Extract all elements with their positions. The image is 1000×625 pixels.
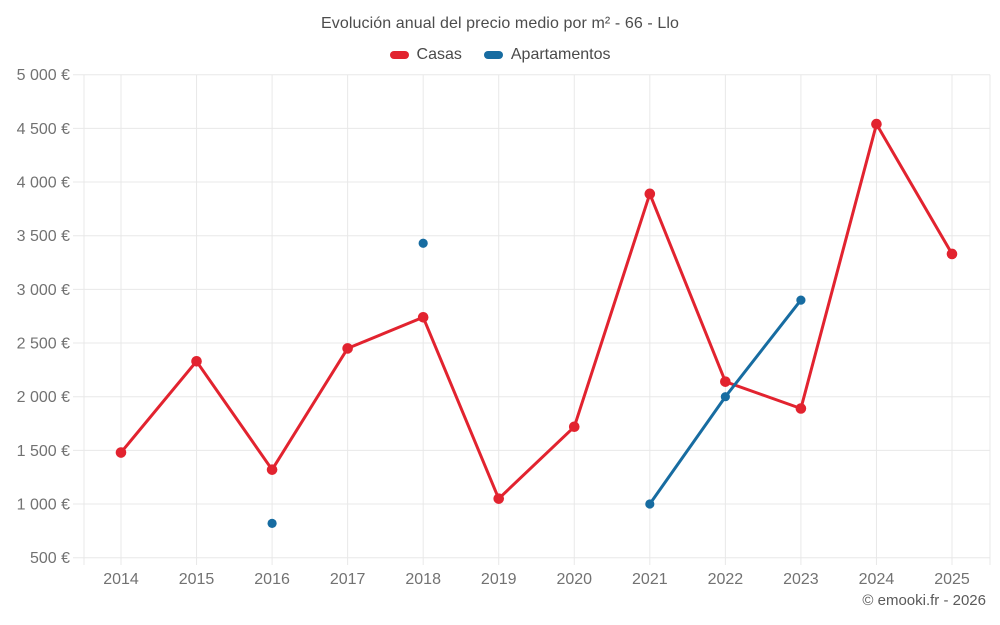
data-point-apartamentos-2016[interactable] [267, 518, 277, 528]
y-tick-label-4000: 4 000 € [17, 175, 70, 192]
legend-label-casas: Casas [416, 46, 462, 63]
y-tick-label-3500: 3 500 € [17, 228, 70, 245]
legend-item-casas[interactable]: Casas [389, 46, 462, 64]
data-point-casas-2015[interactable] [191, 355, 202, 367]
x-tick-label-2018: 2018 [405, 571, 441, 588]
data-point-apartamentos-2023[interactable] [796, 295, 806, 305]
data-point-casas-2014[interactable] [115, 447, 127, 458]
legend-label-apartamentos: Apartamentos [510, 46, 611, 63]
legend-item-apartamentos[interactable]: Apartamentos [483, 46, 611, 64]
y-tick-label-1500: 1 500 € [17, 443, 70, 460]
chart-title: Evolución anual del precio medio por m² … [320, 15, 680, 32]
y-tick-label-5000: 5 000 € [17, 67, 70, 84]
x-tick-label-2023: 2023 [783, 571, 819, 588]
data-point-casas-2019[interactable] [493, 493, 505, 504]
x-tick-label-2021: 2021 [632, 571, 668, 588]
data-point-casas-2021[interactable] [644, 188, 656, 200]
x-tick-label-2017: 2017 [330, 571, 366, 588]
x-tick-label-2014: 2014 [103, 571, 139, 588]
y-tick-label-2000: 2 000 € [17, 389, 70, 406]
y-tick-label-1000: 1 000 € [17, 497, 70, 514]
data-point-casas-2025[interactable] [946, 248, 958, 260]
x-tick-label-2016: 2016 [254, 571, 290, 588]
data-point-casas-2024[interactable] [871, 118, 882, 130]
x-tick-label-2015: 2015 [179, 571, 215, 588]
data-point-apartamentos-2022[interactable] [720, 392, 730, 402]
y-tick-label-3000: 3 000 € [17, 282, 70, 299]
chart-legend: Casas Apartamentos [0, 46, 1000, 64]
legend-swatch-apartamentos-icon [483, 51, 503, 59]
data-point-casas-2017[interactable] [342, 343, 353, 354]
data-point-apartamentos-2021[interactable] [645, 499, 655, 509]
data-point-casas-2018[interactable] [417, 311, 429, 323]
y-tick-label-500: 500 € [30, 550, 70, 567]
x-tick-label-2020: 2020 [556, 571, 592, 588]
series-line-casas [119, 122, 954, 501]
data-point-casas-2016[interactable] [266, 464, 278, 475]
x-tick-label-2019: 2019 [481, 571, 517, 588]
x-tick-label-2024: 2024 [859, 571, 895, 588]
y-tick-label-4500: 4 500 € [17, 121, 70, 138]
y-tick-label-2500: 2 500 € [17, 336, 70, 353]
legend-swatch-casas-icon [389, 51, 409, 59]
data-point-casas-2023[interactable] [795, 403, 807, 414]
data-point-apartamentos-2018[interactable] [418, 238, 428, 248]
copyright-text: © emooki.fr - 2026 [862, 592, 986, 609]
data-point-casas-2020[interactable] [568, 421, 580, 433]
x-tick-label-2022: 2022 [708, 571, 744, 588]
data-point-casas-2022[interactable] [720, 376, 731, 387]
x-tick-label-2025: 2025 [934, 571, 970, 588]
